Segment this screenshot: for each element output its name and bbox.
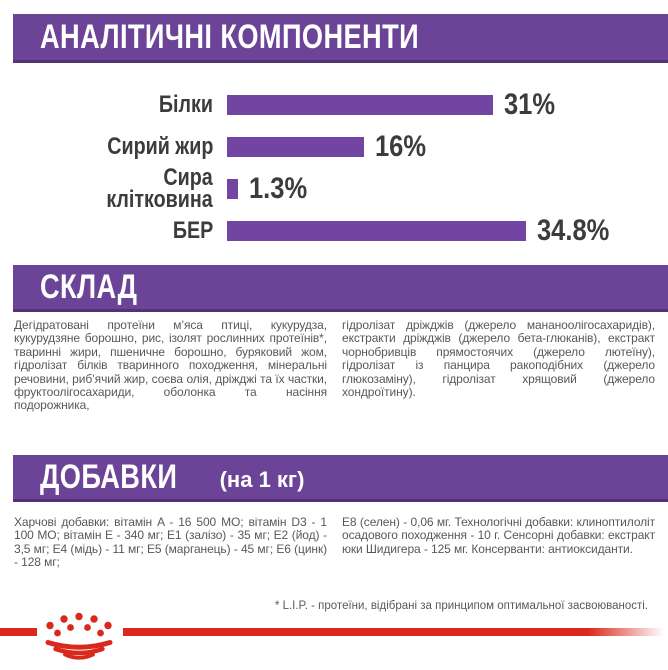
chart-bar bbox=[227, 95, 493, 115]
chart-category-label: Сира клітковина bbox=[106, 164, 213, 213]
chart-category-label: Сирий жир bbox=[106, 133, 213, 160]
composition-text: Дегідратовані протеїни м’яса птиці, куку… bbox=[14, 318, 655, 413]
composition-title: СКЛАД bbox=[40, 267, 138, 306]
royal-canin-crown-icon bbox=[45, 612, 113, 660]
composition-header: СКЛАД bbox=[13, 265, 668, 312]
chart-value-label: 34.8% bbox=[537, 214, 610, 247]
red-divider-left bbox=[0, 628, 37, 636]
additives-title: ДОБАВКИ bbox=[40, 457, 178, 496]
composition-column-left: Дегідратовані протеїни м’яса птиці, куку… bbox=[14, 318, 327, 413]
analytical-components-title: АНАЛІТИЧНІ КОМПОНЕНТИ bbox=[40, 17, 420, 56]
additives-column-right: E8 (селен) - 0,06 мг. Технологічні добав… bbox=[342, 515, 655, 556]
chart-value-label: 16% bbox=[375, 130, 427, 163]
red-divider-right bbox=[123, 628, 664, 636]
lip-footnote: * L.I.P. - протеїни, відібрані за принци… bbox=[274, 600, 648, 612]
chart-row: БЕР 34.8% bbox=[0, 210, 668, 252]
chart-bar bbox=[227, 137, 364, 157]
analytical-components-header: АНАЛІТИЧНІ КОМПОНЕНТИ bbox=[13, 14, 668, 63]
chart-value-label: 1.3% bbox=[249, 172, 308, 205]
additives-title-suffix: (на 1 кг) bbox=[219, 467, 305, 492]
chart-value-label: 31% bbox=[504, 88, 556, 121]
additives-text: Харчові добавки: вітамін A - 16 500 МО; … bbox=[14, 515, 655, 570]
analytical-components-chart: Білки 31% Сирий жир 16% Сира клітковина 1.3% Б… bbox=[0, 84, 668, 252]
additives-column-left: Харчові добавки: вітамін A - 16 500 МО; … bbox=[14, 515, 327, 570]
chart-bar bbox=[227, 179, 238, 199]
chart-row: Сира клітковина 1.3% bbox=[0, 164, 668, 213]
chart-category-label: БЕР bbox=[172, 217, 213, 244]
chart-bar bbox=[227, 221, 526, 241]
chart-row: Білки 31% bbox=[0, 84, 668, 126]
chart-category-label: Білки bbox=[158, 91, 213, 118]
composition-column-right: гідролізат дріжджів (джерело мананооліго… bbox=[342, 318, 655, 400]
chart-row: Сирий жир 16% bbox=[0, 126, 668, 168]
additives-header: ДОБАВКИ (на 1 кг) bbox=[13, 455, 668, 502]
